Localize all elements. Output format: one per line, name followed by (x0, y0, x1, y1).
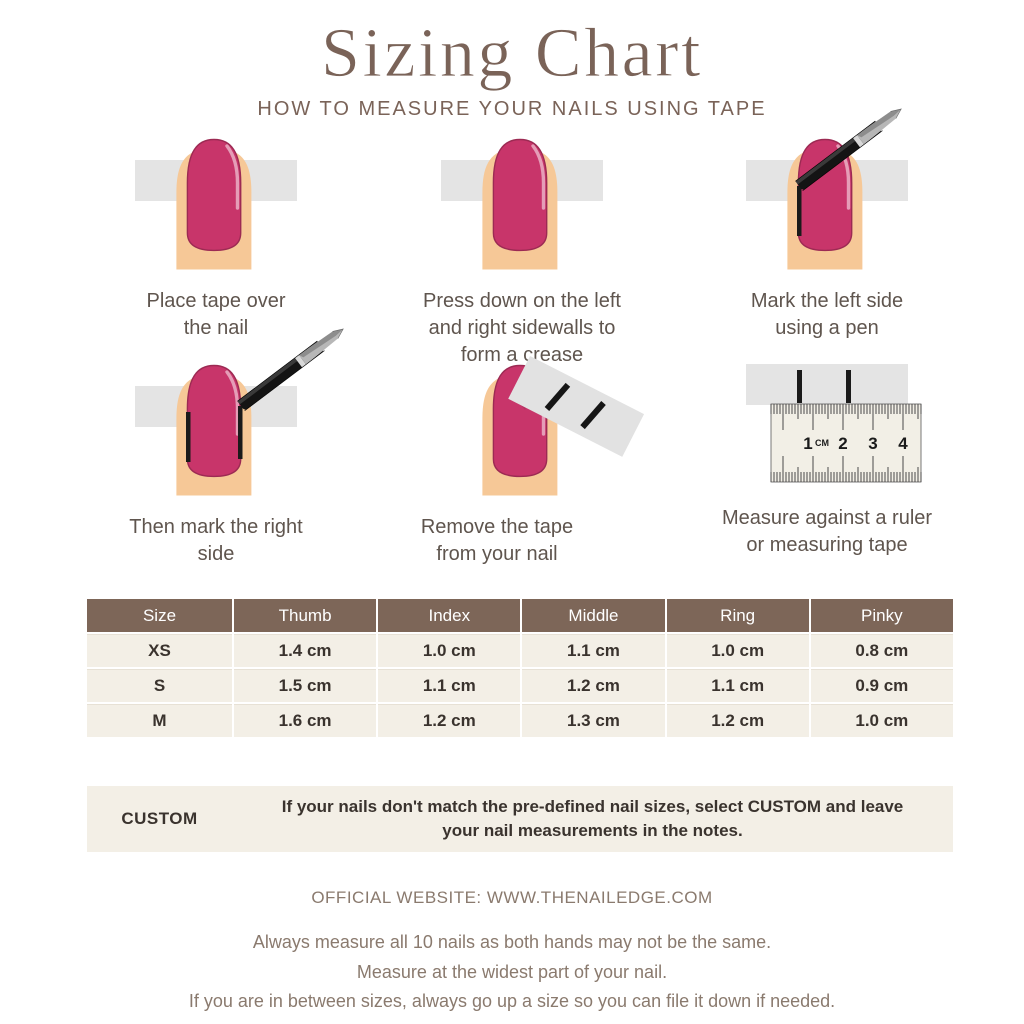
svg-text:1: 1 (803, 434, 812, 453)
svg-text:3: 3 (868, 434, 877, 453)
svg-text:4: 4 (898, 434, 908, 453)
svg-text:2: 2 (838, 434, 847, 453)
svg-text:CM: CM (815, 438, 829, 448)
